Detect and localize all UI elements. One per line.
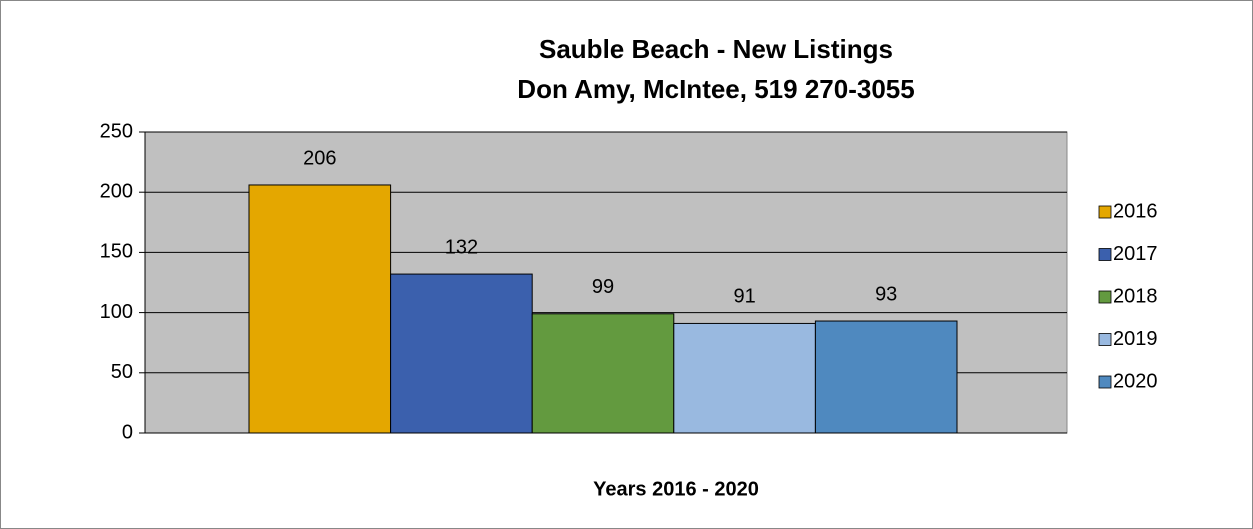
legend-label: 2018 [1113,285,1158,307]
legend-swatch [1098,290,1112,304]
chart-title: Sauble Beach - New Listings [539,34,893,64]
bar [531,313,675,434]
y-tick-label: 100 [100,301,133,323]
bar [814,320,958,434]
x-axis-label: Years 2016 - 2020 [593,478,759,500]
y-tick-label: 200 [100,180,133,202]
legend-swatch [1098,333,1112,346]
y-tick-label: 150 [100,241,133,263]
y-tick-label: 0 [122,421,133,443]
legend-swatch [1098,248,1112,261]
data-label: 91 [733,286,755,308]
legend-label: 2017 [1113,243,1158,265]
legend-label: 2020 [1113,370,1158,392]
data-label: 99 [592,276,614,298]
legend-label: 2019 [1113,328,1158,350]
bar [390,273,533,434]
legend-label: 2016 [1113,200,1158,222]
data-label: 206 [303,147,336,169]
legend-swatch [1098,375,1112,389]
data-label: 93 [875,283,897,305]
data-label: 132 [445,236,478,258]
bar [673,322,816,434]
bar [248,184,392,434]
chart-subtitle: Don Amy, McIntee, 519 270-3055 [517,74,914,104]
legend-swatch [1098,205,1112,219]
y-tick-label: 50 [111,361,133,383]
y-tick-label: 250 [100,120,133,142]
